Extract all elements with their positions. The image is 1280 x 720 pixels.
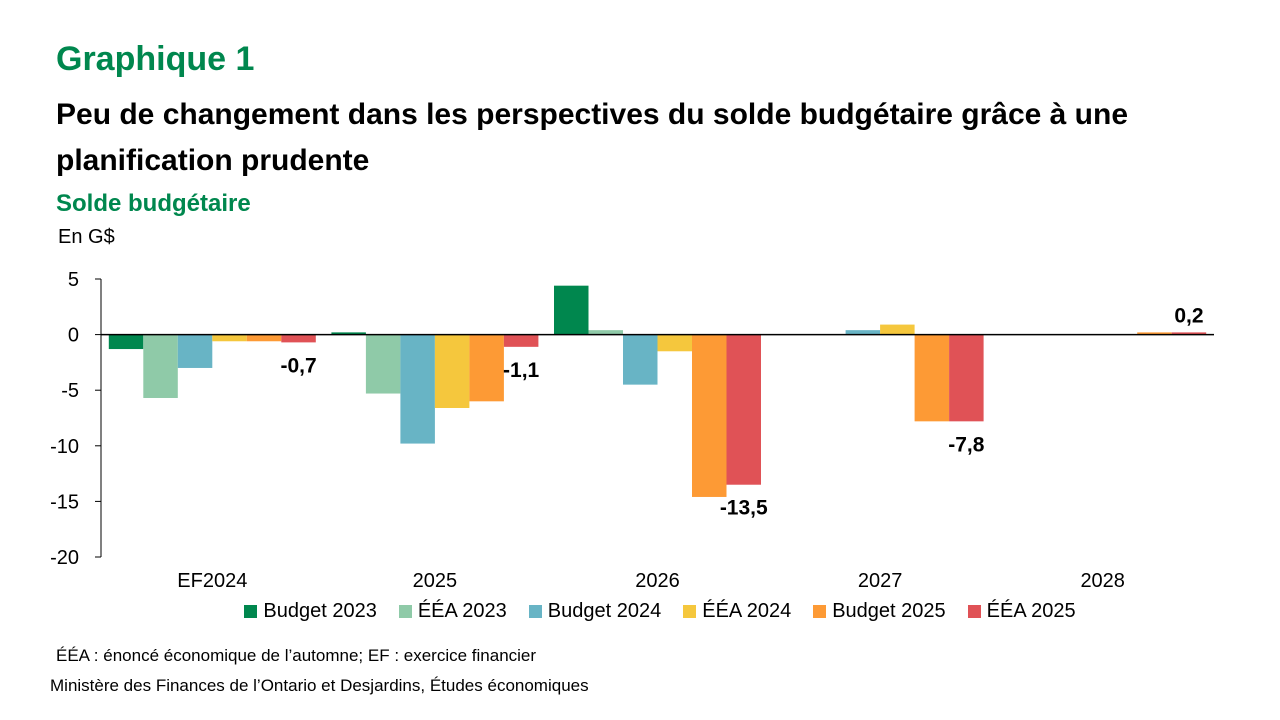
x-tick-label: 2025 (413, 570, 458, 592)
legend-label: Budget 2023 (263, 600, 377, 622)
bar (365, 334, 401, 394)
bar (949, 334, 984, 422)
bar (108, 334, 144, 350)
source-note: Ministère des Finances de l’Ontario et D… (50, 676, 589, 695)
y-axis-unit: En G$ (58, 226, 115, 248)
bar (281, 334, 316, 343)
bar (400, 334, 435, 444)
legend-swatch (813, 605, 827, 618)
footnote: ÉÉA : énoncé économique de l’automne; EF… (56, 646, 537, 665)
data-label: -1,1 (503, 359, 540, 382)
legend-label: ÉÉA 2025 (986, 600, 1076, 622)
bar (845, 330, 881, 335)
legend-label: ÉÉA 2024 (702, 600, 792, 622)
y-tick-label: -10 (50, 436, 79, 458)
y-tick-label: -15 (50, 491, 79, 513)
legend-item: Budget 2025 (813, 600, 946, 623)
legend-label: Budget 2025 (832, 600, 946, 622)
x-tick-label: 2028 (1080, 570, 1125, 592)
legend-item: Budget 2023 (244, 600, 377, 623)
legend-label: ÉÉA 2023 (417, 600, 507, 622)
bar (1171, 332, 1207, 335)
y-tick-label: -20 (50, 547, 79, 569)
bar (914, 334, 950, 422)
chart-subtitle: Solde budgétaire (56, 190, 251, 217)
bar (554, 285, 589, 335)
legend-item: ÉÉA 2023 (398, 600, 507, 623)
y-tick-label: 5 (68, 269, 79, 291)
legend-swatch (528, 605, 542, 618)
bar (212, 334, 247, 342)
x-tick-label: EF2024 (177, 570, 247, 592)
legend-item: ÉÉA 2025 (967, 600, 1076, 623)
chart-number: Graphique 1 (56, 40, 255, 78)
y-tick-label: 0 (68, 325, 79, 347)
legend-item: ÉÉA 2024 (683, 600, 791, 623)
x-tick-label: 2027 (858, 570, 903, 592)
y-tick-label: -5 (61, 380, 79, 402)
bar (331, 332, 366, 335)
bar (246, 334, 282, 342)
bar (1137, 332, 1172, 335)
bar (726, 334, 761, 485)
bar (143, 334, 178, 398)
legend-item: Budget 2024 (528, 600, 662, 623)
legend-label: Budget 2024 (547, 600, 662, 622)
legend-swatch (398, 605, 412, 618)
bar (434, 334, 470, 408)
data-label: 0,2 (1174, 304, 1203, 327)
legend-swatch (683, 605, 697, 618)
bar (657, 334, 692, 352)
bar (880, 324, 915, 335)
data-label: -13,5 (720, 497, 768, 520)
bar (503, 334, 539, 347)
chart-title: Peu de changement dans les perspectives … (56, 98, 1129, 177)
bar (692, 334, 727, 497)
legend-swatch (967, 605, 981, 618)
data-label: -0,7 (280, 354, 316, 377)
data-label: -7,8 (948, 433, 985, 456)
legend-swatch (244, 605, 258, 618)
legend: Budget 2023 ÉÉA 2023 Budget 2024 ÉÉA 2024 Bu… (20, 600, 1280, 623)
bar (623, 334, 658, 385)
bar (469, 334, 504, 402)
bar (588, 330, 623, 335)
x-tick-label: 2026 (635, 570, 680, 592)
bar (177, 334, 213, 368)
